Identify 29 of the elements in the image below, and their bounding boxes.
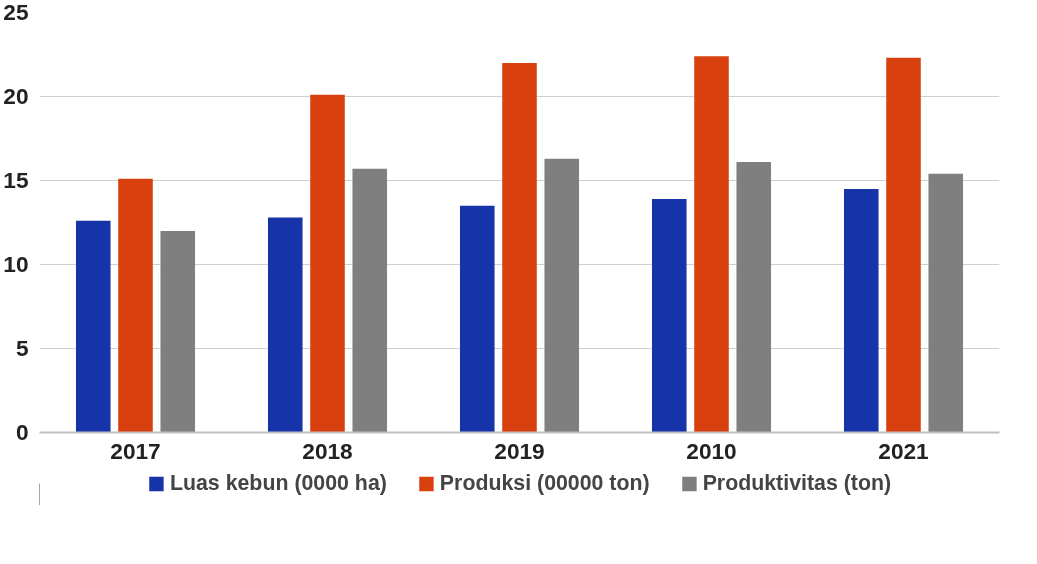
bar bbox=[651, 198, 687, 433]
x-tick-label: 2021 bbox=[878, 437, 929, 464]
bar bbox=[694, 56, 729, 433]
bar bbox=[160, 230, 196, 433]
bar bbox=[544, 158, 580, 433]
y-tick-label: 0 bbox=[15, 419, 29, 445]
bar bbox=[267, 217, 303, 433]
bar bbox=[843, 188, 879, 433]
bar bbox=[928, 173, 964, 433]
y-tick-label: 25 bbox=[3, 0, 29, 25]
y-tick-label: 10 bbox=[3, 251, 29, 277]
bar bbox=[310, 94, 345, 433]
legend-label: Produksi (00000 ton) bbox=[439, 470, 650, 496]
x-tick-label: 2019 bbox=[494, 437, 545, 464]
x-tick-label: 2018 bbox=[302, 437, 353, 464]
bar bbox=[736, 162, 772, 433]
legend-label: Luas kebun (0000 ha) bbox=[169, 470, 387, 496]
legend-label: Produktivitas (ton) bbox=[702, 470, 892, 496]
bar bbox=[352, 168, 388, 433]
y-tick-label: 20 bbox=[3, 83, 29, 109]
y-tick-label: 5 bbox=[15, 335, 29, 361]
bar bbox=[118, 178, 153, 433]
bar bbox=[75, 220, 111, 433]
bar bbox=[886, 57, 921, 433]
bar bbox=[502, 62, 537, 433]
x-tick-label: 2017 bbox=[110, 437, 161, 464]
x-tick-label: 2010 bbox=[686, 437, 737, 464]
bar bbox=[459, 205, 495, 433]
y-tick-label: 15 bbox=[3, 167, 29, 193]
